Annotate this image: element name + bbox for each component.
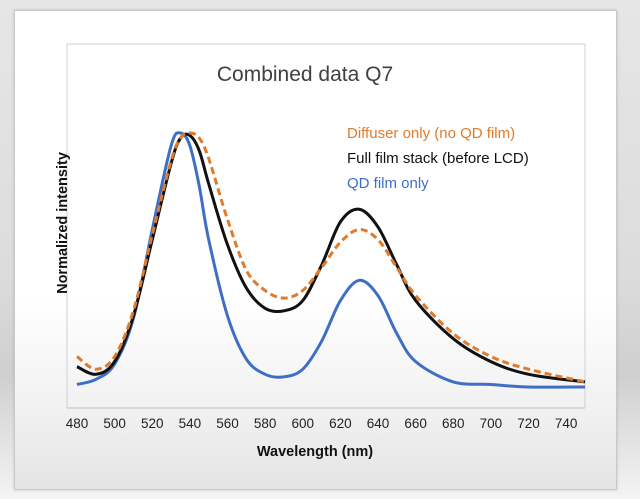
x-tick-600: 600 — [292, 416, 315, 431]
x-tick-580: 580 — [254, 416, 277, 431]
slide-frame: Combined data Q7 480 500 520 540 560 580 600 62… — [14, 10, 617, 490]
x-tick-680: 680 — [442, 416, 465, 431]
x-tick-700: 700 — [480, 416, 503, 431]
chart-canvas: Combined data Q7 480 500 520 540 560 580 600 62… — [55, 43, 586, 460]
x-tick-540: 540 — [179, 416, 202, 431]
x-tick-labels: 480 500 520 540 560 580 600 620 640 660 680 700 720 7… — [66, 416, 578, 431]
x-axis-label: Wavelength (nm) — [257, 444, 373, 460]
x-tick-520: 520 — [141, 416, 164, 431]
series-line-full-stack — [76, 132, 586, 384]
series-line-qd-film — [76, 131, 586, 389]
x-tick-500: 500 — [103, 416, 126, 431]
x-tick-620: 620 — [329, 416, 352, 431]
legend-entry-diffuser: Diffuser only (no QD film) — [347, 125, 515, 142]
series-layer — [76, 131, 586, 389]
chart-title: Combined data Q7 — [217, 63, 393, 86]
series-line-diffuser — [76, 131, 586, 384]
legend-entry-qd-film: QD film only — [347, 175, 429, 192]
x-tick-660: 660 — [404, 416, 427, 431]
x-tick-560: 560 — [216, 416, 239, 431]
x-tick-740: 740 — [555, 416, 578, 431]
legend-entry-full-stack: Full film stack (before LCD) — [347, 150, 529, 167]
x-tick-720: 720 — [517, 416, 540, 431]
x-tick-640: 640 — [367, 416, 390, 431]
y-axis-label: Normalized intensity — [55, 152, 71, 294]
x-tick-480: 480 — [66, 416, 89, 431]
